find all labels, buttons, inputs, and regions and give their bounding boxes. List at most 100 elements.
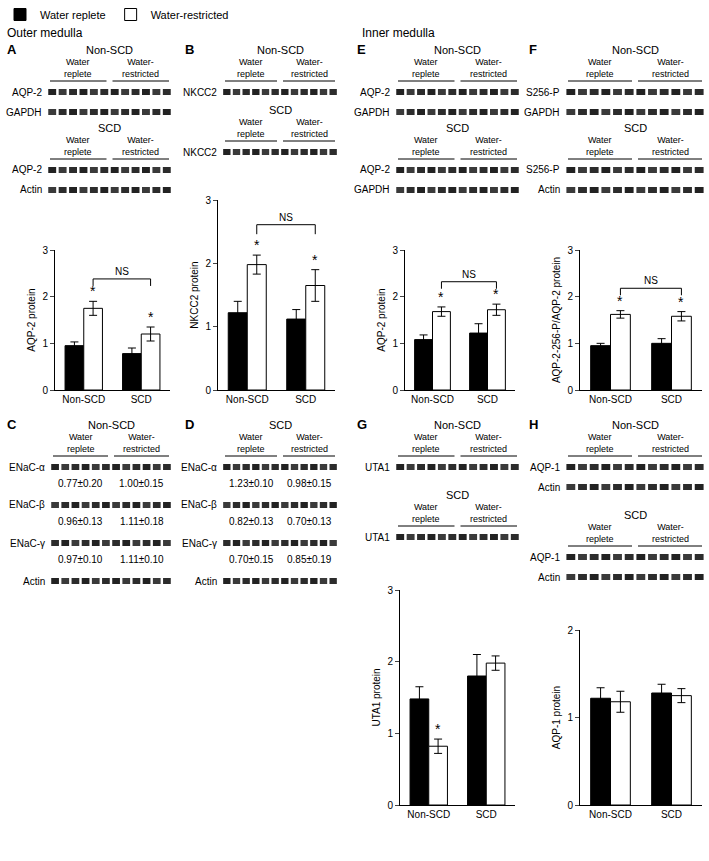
svg-text:Water-restricted: Water-restricted: [291, 432, 328, 454]
svg-text:Water-restricted: Water-restricted: [470, 432, 507, 454]
svg-text:AQP-1: AQP-1: [530, 462, 560, 473]
svg-text:D: D: [185, 417, 194, 432]
svg-text:3: 3: [567, 245, 573, 256]
svg-text:0.70±0.13: 0.70±0.13: [287, 516, 332, 527]
svg-text:AQP-1 protein: AQP-1 protein: [551, 686, 562, 749]
svg-text:Non-SCD: Non-SCD: [257, 44, 304, 56]
svg-text:1.11±0.18: 1.11±0.18: [120, 516, 164, 527]
svg-text:Actin: Actin: [538, 572, 560, 583]
svg-text:0: 0: [387, 800, 393, 811]
svg-text:3: 3: [387, 585, 393, 596]
svg-text:*: *: [435, 721, 441, 737]
svg-text:0.85±0.19: 0.85±0.19: [287, 554, 332, 565]
svg-text:AQP-2: AQP-2: [360, 164, 390, 175]
svg-text:2: 2: [42, 291, 48, 302]
svg-text:SCD: SCD: [446, 122, 469, 134]
svg-text:AQP-2: AQP-2: [12, 87, 42, 98]
svg-text:H: H: [529, 417, 538, 432]
svg-text:1: 1: [42, 338, 48, 349]
svg-text:NS: NS: [462, 269, 476, 280]
svg-text:3: 3: [392, 245, 398, 256]
svg-text:SCD: SCD: [269, 419, 292, 431]
svg-text:AQP-2 protein: AQP-2 protein: [26, 288, 37, 351]
svg-text:SCD: SCD: [476, 809, 497, 820]
svg-text:AQP-2: AQP-2: [12, 164, 42, 175]
svg-text:UTA1: UTA1: [365, 532, 390, 543]
svg-text:UTA1 protein: UTA1 protein: [371, 668, 382, 726]
svg-text:Water-restricted: Water-restricted: [291, 117, 328, 139]
svg-text:Waterreplete: Waterreplete: [586, 432, 614, 454]
svg-text:C: C: [7, 417, 17, 432]
svg-text:NKCC2: NKCC2: [183, 147, 217, 158]
svg-text:2: 2: [205, 258, 211, 269]
svg-text:Water replete: Water replete: [40, 9, 106, 21]
svg-text:F: F: [529, 42, 537, 57]
svg-text:*: *: [90, 283, 96, 299]
svg-text:Non-SCD: Non-SCD: [612, 419, 659, 431]
svg-text:0.98±0.15: 0.98±0.15: [287, 478, 332, 489]
svg-text:Waterreplete: Waterreplete: [67, 432, 95, 454]
svg-text:3: 3: [42, 245, 48, 256]
svg-text:Waterreplete: Waterreplete: [412, 57, 440, 79]
svg-text:Waterreplete: Waterreplete: [64, 57, 92, 79]
svg-text:Non-SCD: Non-SCD: [434, 44, 481, 56]
svg-text:ENaC-α: ENaC-α: [181, 462, 217, 473]
svg-text:*: *: [617, 293, 623, 309]
svg-text:SCD: SCD: [477, 394, 498, 405]
svg-text:SCD: SCD: [295, 394, 316, 405]
svg-text:Water-restricted: Water-restricted: [652, 432, 689, 454]
svg-text:Non-SCD: Non-SCD: [612, 44, 659, 56]
svg-text:GAPDH: GAPDH: [524, 107, 560, 118]
svg-text:1: 1: [392, 338, 398, 349]
svg-text:Water-restricted: Water-restricted: [122, 135, 159, 157]
svg-text:*: *: [438, 289, 444, 305]
svg-text:G: G: [357, 417, 367, 432]
svg-text:B: B: [185, 42, 194, 57]
svg-text:Non-SCD: Non-SCD: [86, 44, 133, 56]
svg-text:GAPDH: GAPDH: [354, 107, 390, 118]
svg-text:AQP-2 protein: AQP-2 protein: [376, 288, 387, 351]
svg-text:NKCC2: NKCC2: [183, 87, 217, 98]
svg-text:0: 0: [567, 800, 573, 811]
svg-text:ENaC-β: ENaC-β: [9, 499, 45, 510]
svg-text:0: 0: [205, 385, 211, 396]
svg-text:Waterreplete: Waterreplete: [64, 135, 92, 157]
svg-text:NKCC2 protein: NKCC2 protein: [189, 261, 200, 328]
svg-text:2: 2: [567, 291, 573, 302]
svg-text:0.70±0.15: 0.70±0.15: [229, 554, 274, 565]
svg-text:0: 0: [567, 385, 573, 396]
svg-text:Waterreplete: Waterreplete: [586, 57, 614, 79]
svg-text:ENaC-β: ENaC-β: [181, 499, 217, 510]
svg-text:0.82±0.13: 0.82±0.13: [229, 516, 274, 527]
svg-text:2: 2: [387, 656, 393, 667]
svg-text:Water-restricted: Water-restricted: [291, 57, 328, 79]
svg-text:SCD: SCD: [661, 394, 682, 405]
svg-text:0.97±0.10: 0.97±0.10: [58, 554, 103, 565]
svg-text:UTA1: UTA1: [365, 462, 390, 473]
svg-text:1: 1: [567, 338, 573, 349]
svg-text:E: E: [357, 42, 366, 57]
svg-text:1.11±0.10: 1.11±0.10: [120, 554, 164, 565]
svg-text:Waterreplete: Waterreplete: [237, 117, 265, 139]
svg-text:3: 3: [205, 195, 211, 206]
svg-text:1.00±0.15: 1.00±0.15: [119, 478, 164, 489]
svg-text:SCD: SCD: [446, 489, 469, 501]
svg-text:NS: NS: [279, 212, 293, 223]
svg-text:NS: NS: [644, 275, 658, 286]
svg-text:1.23±0.10: 1.23±0.10: [229, 478, 274, 489]
svg-text:Actin: Actin: [23, 576, 45, 587]
svg-text:Water-restricted: Water-restricted: [470, 135, 507, 157]
svg-text:SCD: SCD: [98, 122, 121, 134]
svg-text:Waterreplete: Waterreplete: [237, 57, 265, 79]
svg-text:ENaC-γ: ENaC-γ: [10, 538, 45, 549]
svg-text:1: 1: [205, 321, 211, 332]
svg-text:Waterreplete: Waterreplete: [237, 432, 265, 454]
svg-text:SCD: SCD: [131, 394, 152, 405]
svg-text:0: 0: [42, 385, 48, 396]
svg-text:Non-SCD: Non-SCD: [434, 419, 481, 431]
svg-text:*: *: [148, 309, 154, 325]
svg-text:2: 2: [392, 291, 398, 302]
svg-text:Water-restricted: Water-restricted: [652, 57, 689, 79]
svg-text:Actin: Actin: [195, 576, 217, 587]
svg-text:SCD: SCD: [661, 809, 682, 820]
